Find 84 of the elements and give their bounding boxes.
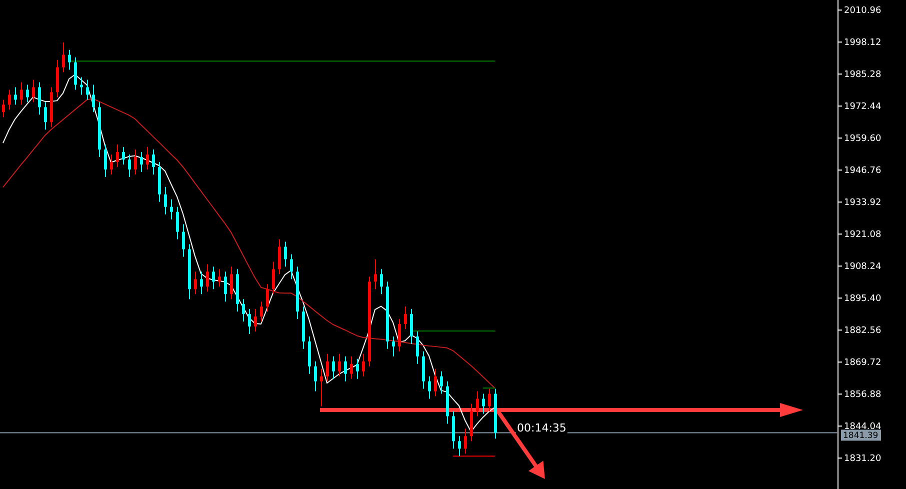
candlestick xyxy=(464,428,467,454)
y-tick-label: 1946.76 xyxy=(844,166,882,176)
y-tick-label: 1869.72 xyxy=(844,358,882,368)
y-tick-label: 1908.24 xyxy=(844,262,882,272)
candlestick xyxy=(146,146,149,170)
candlestick xyxy=(68,49,71,70)
y-tick-label: 1844.04 xyxy=(844,422,882,432)
candlestick xyxy=(254,308,257,332)
candlestick xyxy=(110,154,113,175)
candlestick xyxy=(398,318,401,352)
candlestick xyxy=(314,360,317,392)
candlestick xyxy=(290,254,293,280)
candlestick xyxy=(344,356,347,382)
candlestick xyxy=(248,308,251,334)
candlestick xyxy=(230,266,233,300)
ref-line-label: 1841.39 xyxy=(843,431,878,442)
y-tick-label: 1972.44 xyxy=(844,102,882,112)
candlestick xyxy=(2,99,5,118)
text: 00:14:35 xyxy=(517,422,566,435)
candlestick xyxy=(62,42,65,73)
candlestick xyxy=(200,271,203,295)
candlestick xyxy=(392,336,395,357)
y-tick-label: 1985.28 xyxy=(844,70,882,80)
candlestick xyxy=(212,266,215,290)
candlestick xyxy=(182,224,185,258)
candlestick xyxy=(86,79,89,100)
candlestick xyxy=(140,152,143,172)
candlestick xyxy=(26,84,29,103)
candlestick xyxy=(116,144,119,168)
y-tick-label: 1933.92 xyxy=(844,198,882,208)
candlestick xyxy=(362,353,365,377)
candlestick xyxy=(32,79,35,103)
candlestick xyxy=(104,144,107,178)
candlestick xyxy=(170,198,173,220)
candlestick xyxy=(122,146,125,165)
candlestick xyxy=(332,356,335,380)
candlestick xyxy=(416,330,419,364)
candlestick xyxy=(380,268,383,295)
y-tick-label: 2010.96 xyxy=(844,6,882,16)
candlestick xyxy=(428,376,431,400)
candlestick xyxy=(440,370,443,394)
candlestick xyxy=(326,353,329,382)
candlestick xyxy=(488,388,491,412)
candlestick xyxy=(152,149,155,175)
candlestick xyxy=(272,261,275,295)
candlestick xyxy=(482,393,485,414)
candlestick xyxy=(320,368,323,407)
candlestick xyxy=(92,84,95,113)
candlestick xyxy=(194,271,197,295)
candlestick xyxy=(20,82,23,106)
y-tick-label: 1831.20 xyxy=(844,454,882,464)
candlestick xyxy=(74,56,77,90)
y-tick-label: 1895.40 xyxy=(844,294,882,304)
candlestick xyxy=(128,154,131,178)
candlestick xyxy=(224,271,227,302)
candlestick xyxy=(218,268,221,288)
candlestick xyxy=(350,356,353,380)
candlestick xyxy=(458,436,461,457)
candlestick xyxy=(206,264,209,292)
candlestick xyxy=(476,390,479,417)
candlestick xyxy=(338,353,341,377)
candlestick xyxy=(38,82,41,116)
candlestick xyxy=(176,206,179,240)
candlestick xyxy=(8,89,11,110)
candlestick xyxy=(284,241,287,268)
candlestick xyxy=(404,306,407,330)
y-tick-label: 1959.60 xyxy=(844,134,882,144)
y-tick-label: 1998.12 xyxy=(844,38,882,48)
candlestick xyxy=(134,149,137,175)
candlestick xyxy=(434,368,437,397)
candlestick xyxy=(374,258,377,290)
candlestick xyxy=(356,358,359,380)
y-tick-label: 1856.88 xyxy=(844,390,882,400)
y-tick-label: 1882.56 xyxy=(844,326,882,336)
candlestick xyxy=(164,186,167,215)
candlestick xyxy=(14,86,17,106)
candlestick xyxy=(266,284,269,312)
candlestick xyxy=(44,102,47,130)
candlestick xyxy=(80,76,83,96)
candlestick xyxy=(242,298,245,322)
candlestick xyxy=(410,308,413,344)
candlestick xyxy=(260,301,263,322)
y-tick-label: 1921.08 xyxy=(844,230,882,240)
candlestick xyxy=(278,238,281,275)
